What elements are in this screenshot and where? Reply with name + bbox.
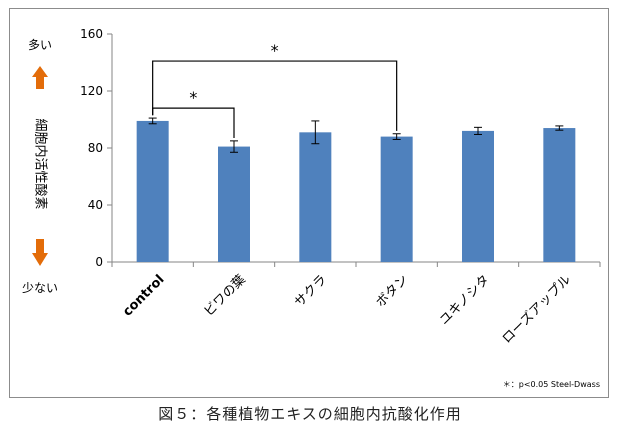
bar-2	[299, 132, 332, 262]
y-tick-label: 0	[95, 255, 103, 269]
down-arrow-icon	[32, 239, 48, 266]
y-tick-label: 120	[80, 84, 103, 98]
significance-label: *	[189, 88, 197, 107]
bar-3	[380, 136, 413, 262]
x-category-label: control	[120, 272, 167, 319]
chart-frame: 0 40 80 120 160 control ビワの葉 サクラ ボタン ユキノシタ ローズアップル…	[9, 8, 609, 398]
bar-1	[218, 146, 250, 262]
y-tick-label: 160	[80, 27, 103, 41]
x-category-label: ビワの葉	[201, 272, 248, 319]
bar-4	[462, 130, 494, 262]
y-axis-title: 細胞内活性酸素	[33, 118, 49, 209]
up-arrow-icon	[32, 66, 48, 89]
significance-bracket	[152, 60, 398, 131]
bar-chart: 0 40 80 120 160 control ビワの葉 サクラ ボタン ユキノシタ ローズアップル…	[22, 27, 601, 389]
y-bottom-label: 少ない	[22, 281, 58, 295]
y-tick-label: 40	[88, 198, 103, 212]
significance-label: *	[271, 41, 279, 60]
bar-0	[136, 120, 169, 262]
x-category-label: ボタン	[373, 272, 411, 310]
x-category-label: ローズアップル	[499, 272, 574, 347]
x-category-label: ユキノシタ	[437, 272, 493, 328]
y-tick-label: 80	[88, 141, 103, 155]
x-category-label: サクラ	[292, 272, 330, 310]
figure-caption: 図５：各種植物エキスの細胞内抗酸化作用	[158, 405, 462, 423]
y-top-label: 多い	[28, 38, 52, 52]
bar-5	[543, 128, 576, 262]
significance-footnote: ＊：p<0.05 Steel-Dwass	[503, 380, 600, 389]
